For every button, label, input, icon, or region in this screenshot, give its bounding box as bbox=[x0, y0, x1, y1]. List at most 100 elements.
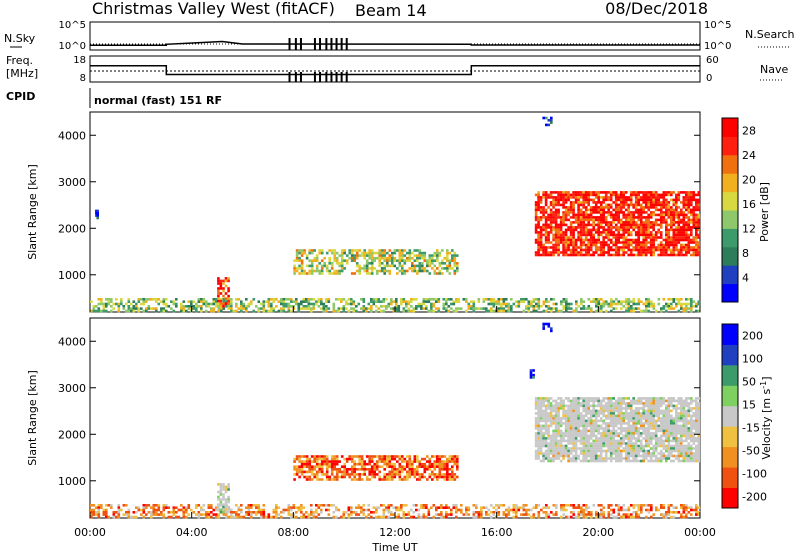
data-cell bbox=[542, 191, 545, 194]
data-cell bbox=[569, 231, 573, 234]
data-cell bbox=[537, 511, 541, 514]
data-cell bbox=[667, 193, 671, 197]
data-cell bbox=[378, 256, 381, 260]
data-cell bbox=[657, 223, 660, 227]
data-cell bbox=[612, 424, 615, 428]
data-cell bbox=[632, 206, 635, 209]
data-cell bbox=[426, 460, 429, 463]
data-cell bbox=[592, 447, 595, 450]
data-cell bbox=[421, 251, 424, 255]
data-cell bbox=[557, 412, 560, 415]
data-cell bbox=[452, 504, 456, 507]
data-cell bbox=[629, 412, 633, 415]
data-cell bbox=[677, 196, 681, 199]
data-cell bbox=[577, 412, 580, 415]
freq-tick-bottom: 8 bbox=[80, 73, 86, 84]
data-cell bbox=[672, 211, 676, 214]
data-cell bbox=[634, 442, 638, 445]
data-cell bbox=[122, 307, 126, 310]
data-cell bbox=[572, 513, 576, 516]
data-cell bbox=[564, 439, 568, 443]
data-cell bbox=[142, 504, 146, 507]
data-cell bbox=[644, 191, 648, 194]
data-cell bbox=[624, 228, 628, 232]
data-cell bbox=[607, 447, 610, 450]
data-cell bbox=[554, 429, 558, 433]
data-cell bbox=[372, 302, 376, 306]
data-cell bbox=[564, 191, 568, 194]
data-cell bbox=[585, 506, 588, 509]
data-cell bbox=[240, 515, 243, 519]
data-cell bbox=[401, 254, 404, 257]
data-cell bbox=[495, 508, 498, 512]
data-cell bbox=[557, 422, 560, 425]
data-cell bbox=[589, 397, 593, 400]
data-cell bbox=[425, 504, 428, 507]
data-cell bbox=[182, 511, 186, 514]
data-cell bbox=[584, 459, 588, 463]
data-cell bbox=[383, 473, 386, 476]
data-cell bbox=[222, 488, 225, 491]
data-cell bbox=[594, 437, 598, 440]
data-cell bbox=[579, 211, 583, 214]
data-cell bbox=[635, 513, 638, 516]
data-cell bbox=[300, 259, 304, 262]
data-cell bbox=[619, 422, 623, 425]
data-cell bbox=[411, 462, 414, 466]
data-cell bbox=[413, 473, 417, 476]
data-cell bbox=[95, 511, 98, 514]
data-cell bbox=[328, 478, 331, 481]
data-cell bbox=[554, 404, 558, 408]
data-cell bbox=[537, 246, 540, 249]
data-cell bbox=[589, 231, 593, 234]
data-cell bbox=[604, 414, 608, 418]
data-cell bbox=[205, 513, 208, 516]
data-cell bbox=[412, 504, 416, 507]
data-cell bbox=[534, 226, 538, 229]
data-cell bbox=[652, 246, 655, 249]
data-cell bbox=[682, 236, 686, 239]
data-cell bbox=[438, 262, 442, 265]
data-cell bbox=[537, 409, 540, 413]
data-cell bbox=[447, 298, 451, 301]
data-cell bbox=[127, 300, 131, 303]
data-cell bbox=[358, 455, 361, 458]
data-cell bbox=[170, 511, 173, 514]
data-cell bbox=[378, 455, 381, 458]
data-cell bbox=[644, 246, 648, 249]
data-cell bbox=[92, 309, 96, 313]
data-cell bbox=[670, 193, 673, 197]
data-cell bbox=[607, 442, 610, 445]
data-cell bbox=[594, 429, 598, 433]
data-cell bbox=[401, 269, 404, 273]
data-cell bbox=[695, 216, 698, 219]
data-cell bbox=[300, 302, 303, 306]
data-cell bbox=[421, 254, 424, 257]
data-cell bbox=[105, 298, 108, 301]
data-cell bbox=[480, 511, 483, 514]
cpid-label: CPID bbox=[6, 90, 35, 103]
data-cell bbox=[398, 256, 402, 260]
data-cell bbox=[544, 221, 548, 224]
data-cell bbox=[672, 191, 676, 194]
data-cell bbox=[542, 213, 545, 217]
data-cell bbox=[455, 309, 458, 313]
data-cell bbox=[438, 465, 442, 468]
data-cell bbox=[572, 201, 575, 204]
data-cell bbox=[442, 298, 446, 301]
data-cell bbox=[250, 300, 253, 303]
data-cell bbox=[370, 298, 373, 301]
data-cell bbox=[577, 251, 580, 254]
data-cell bbox=[310, 309, 313, 313]
data-cell bbox=[585, 508, 588, 512]
data-cell bbox=[90, 508, 93, 512]
data-cell bbox=[293, 457, 296, 461]
data-cell bbox=[600, 515, 603, 519]
data-cell bbox=[582, 402, 585, 405]
data-cell bbox=[565, 508, 568, 512]
data-cell bbox=[597, 191, 600, 194]
data-cell bbox=[624, 198, 628, 202]
data-cell bbox=[594, 218, 598, 222]
data-cell bbox=[567, 218, 570, 222]
